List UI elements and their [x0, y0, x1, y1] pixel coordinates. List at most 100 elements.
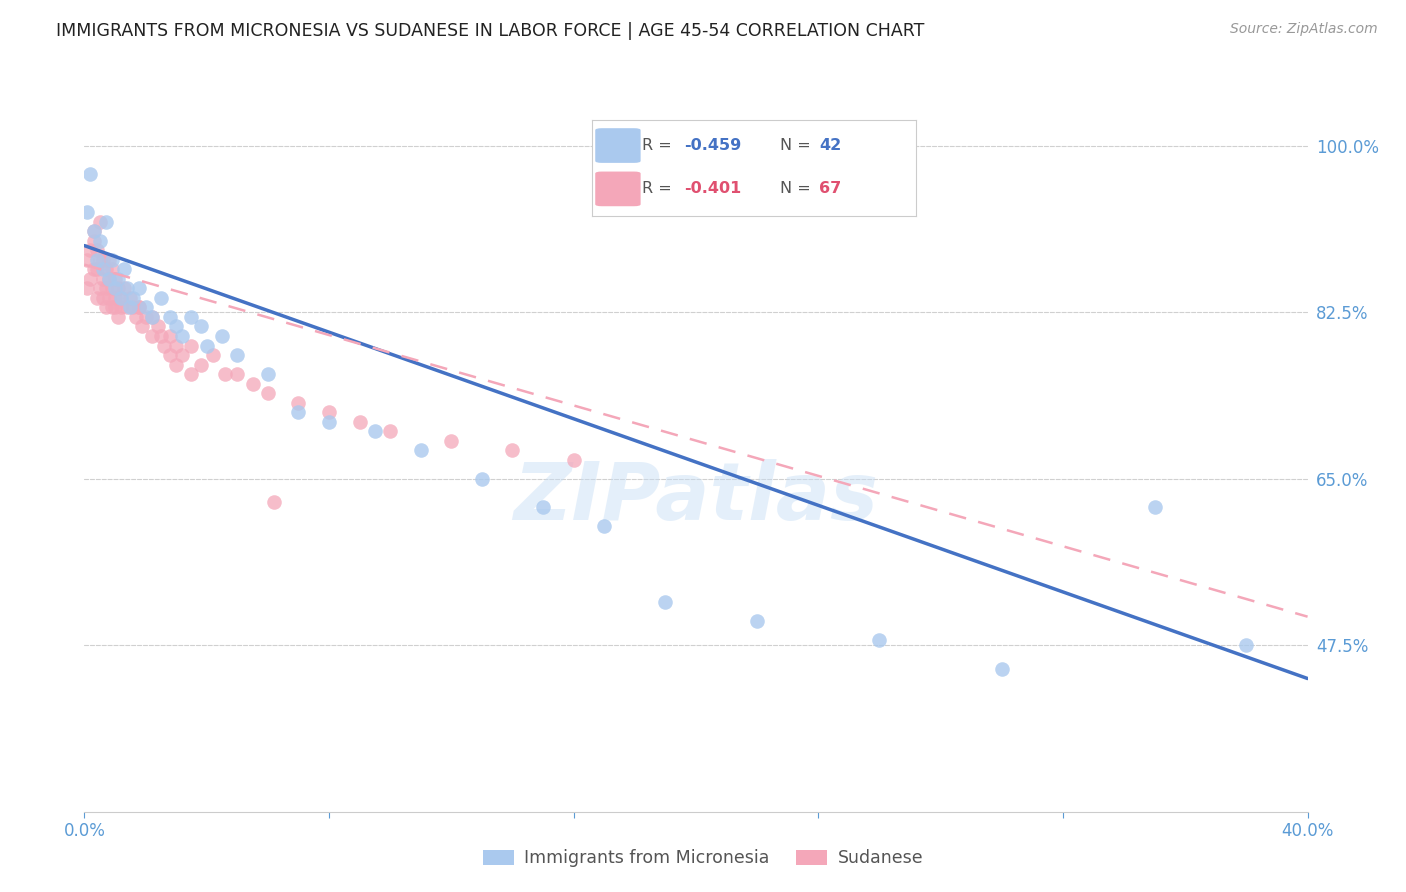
Point [86, 291, 108, 305]
Point [104, 281, 127, 295]
Point [226, 348, 249, 362]
Point [94, 301, 117, 315]
Point [107, 281, 129, 295]
Point [263, 495, 285, 509]
Point [128, 301, 150, 315]
Point [94, 215, 117, 229]
Point [287, 395, 309, 409]
Point [107, 272, 129, 286]
Point [991, 662, 1014, 676]
Point [79, 272, 101, 286]
Point [190, 358, 212, 372]
Point [76, 205, 98, 219]
Text: Source: ZipAtlas.com: Source: ZipAtlas.com [1230, 22, 1378, 37]
Point [83, 224, 105, 238]
Point [141, 310, 163, 324]
Point [242, 376, 264, 391]
Point [214, 367, 236, 381]
Point [593, 519, 616, 533]
Point [101, 281, 124, 295]
Point [101, 262, 124, 277]
Point [128, 301, 150, 315]
Point [128, 281, 150, 295]
Point [201, 348, 224, 362]
Point [97, 272, 120, 286]
Point [110, 301, 132, 315]
Point [83, 262, 105, 277]
Point [115, 301, 138, 315]
Point [195, 338, 218, 352]
Point [180, 310, 202, 324]
Point [86, 252, 108, 267]
Point [91, 272, 114, 286]
Point [364, 424, 387, 438]
Point [146, 319, 169, 334]
Point [135, 310, 157, 324]
Point [122, 301, 145, 315]
Point [104, 291, 127, 305]
Point [211, 329, 233, 343]
Point [86, 244, 108, 258]
Point [83, 224, 105, 238]
Point [226, 367, 249, 381]
Point [172, 348, 194, 362]
Point [141, 329, 163, 343]
Point [149, 291, 172, 305]
Point [120, 301, 142, 315]
Point [1143, 500, 1166, 515]
Point [97, 291, 120, 305]
Point [165, 358, 187, 372]
Point [287, 405, 309, 419]
Point [91, 291, 114, 305]
Point [159, 310, 181, 324]
Point [110, 291, 132, 305]
Point [97, 252, 120, 267]
Point [91, 262, 114, 277]
Point [1236, 638, 1258, 652]
Point [747, 615, 769, 629]
Point [190, 319, 212, 334]
Point [869, 633, 891, 648]
Point [159, 329, 181, 343]
Point [131, 319, 153, 334]
Point [115, 281, 138, 295]
Point [91, 252, 114, 267]
Point [104, 301, 127, 315]
Point [89, 215, 111, 229]
Point [149, 329, 172, 343]
Point [79, 167, 101, 181]
Point [165, 338, 187, 352]
Point [89, 234, 111, 248]
Point [86, 262, 108, 277]
Point [120, 291, 142, 305]
Point [153, 338, 176, 352]
Point [318, 405, 340, 419]
Point [110, 291, 132, 305]
Point [107, 310, 129, 324]
Point [141, 310, 163, 324]
Legend: Immigrants from Micronesia, Sudanese: Immigrants from Micronesia, Sudanese [475, 843, 931, 874]
Point [76, 281, 98, 295]
Point [101, 301, 124, 315]
Point [89, 252, 111, 267]
Point [112, 281, 135, 295]
Point [380, 424, 402, 438]
Point [159, 348, 181, 362]
Point [101, 252, 124, 267]
Point [654, 595, 676, 609]
Point [562, 452, 585, 467]
Point [257, 386, 280, 401]
Point [76, 252, 98, 267]
Point [97, 272, 120, 286]
Point [502, 443, 524, 458]
Text: ZIPatlas: ZIPatlas [513, 458, 879, 537]
Point [471, 472, 494, 486]
Point [112, 262, 135, 277]
Point [172, 329, 194, 343]
Point [94, 281, 117, 295]
Point [318, 415, 340, 429]
Point [349, 415, 371, 429]
Point [165, 319, 187, 334]
Point [180, 367, 202, 381]
Point [89, 281, 111, 295]
